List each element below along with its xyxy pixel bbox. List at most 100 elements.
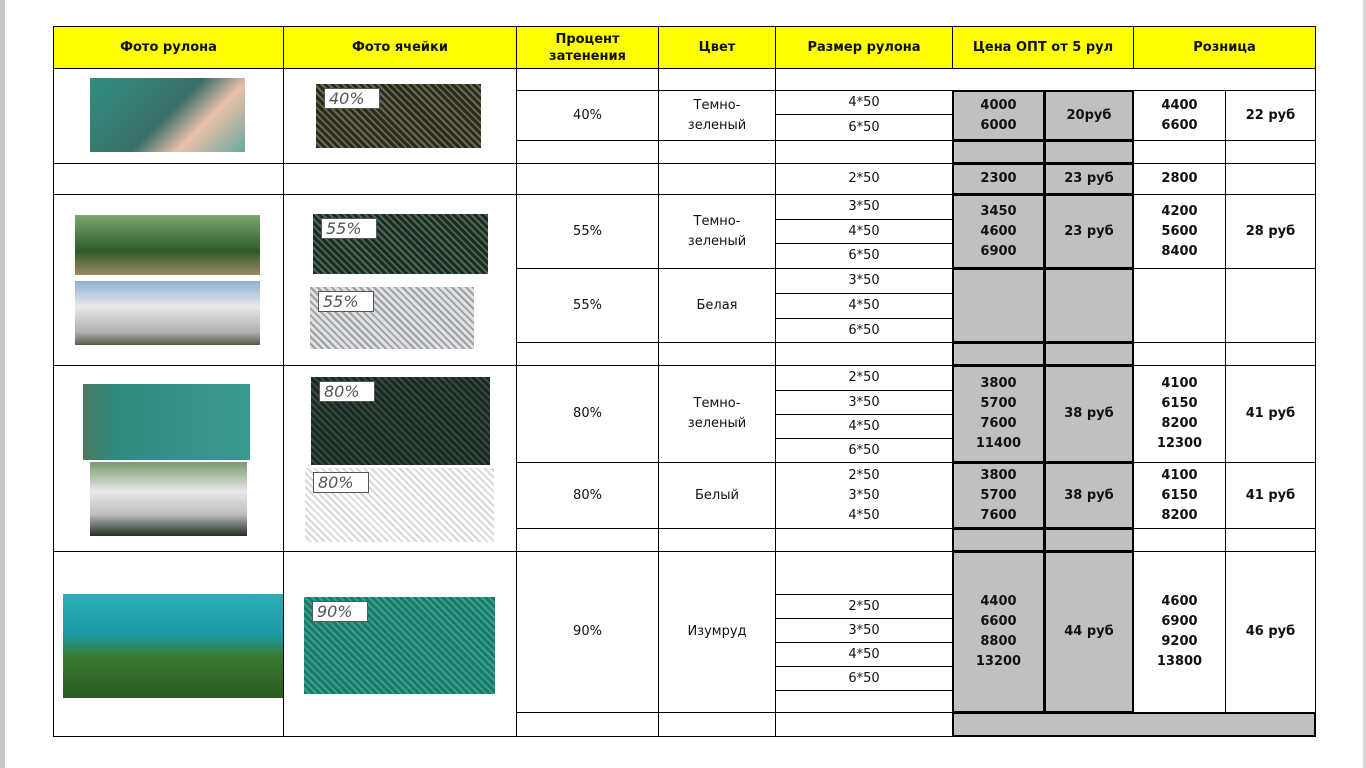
table-cell: Изумруд — [658, 551, 776, 713]
table-cell: 3800 5700 7600 — [952, 462, 1045, 529]
table-cell: 6*50 — [775, 438, 953, 463]
table-cell: 23 руб — [1044, 194, 1134, 269]
table-cell: 2*50 3*50 4*50 — [775, 462, 953, 529]
table-cell — [952, 528, 1045, 552]
column-header: Цвет — [658, 26, 776, 69]
roll-photo — [83, 384, 250, 460]
table-cell — [1133, 268, 1226, 343]
table-cell — [1225, 140, 1316, 164]
table-cell — [775, 68, 1316, 91]
table-cell: 22 руб — [1225, 90, 1316, 141]
roll-photo — [90, 78, 245, 152]
table-cell — [516, 68, 659, 91]
table-cell: 2*50 — [775, 163, 953, 195]
mesh-photo: 80% — [305, 468, 494, 542]
roll-photo — [63, 594, 283, 698]
table-cell — [658, 163, 776, 195]
roll-photo — [75, 281, 260, 345]
table-cell — [1225, 342, 1316, 366]
table-cell: 80% — [516, 365, 659, 463]
table-cell — [658, 528, 776, 552]
table-cell — [1044, 140, 1134, 164]
mesh-photo: 55% — [310, 287, 474, 349]
table-cell — [658, 140, 776, 164]
table-cell — [1133, 140, 1226, 164]
table-cell: 6*50 — [775, 318, 953, 343]
table-cell: 3*50 — [775, 268, 953, 294]
table-cell: 2*50 — [775, 594, 953, 619]
table-cell: 2800 — [1133, 163, 1226, 195]
table-cell: 90% — [516, 551, 659, 713]
table-cell — [516, 342, 659, 366]
table-cell: 55% — [516, 268, 659, 343]
table-cell — [1133, 342, 1226, 366]
table-cell — [516, 163, 659, 195]
table-cell: 4600 6900 9200 13800 — [1133, 551, 1226, 713]
table-cell: 6*50 — [775, 666, 953, 691]
table-cell — [658, 712, 776, 737]
table-cell: 40% — [516, 90, 659, 141]
column-header: Фото ячейки — [283, 26, 517, 69]
column-header: Размер рулона — [775, 26, 953, 69]
table-cell: 4*50 — [775, 219, 953, 244]
mesh-photo: 90% — [304, 597, 495, 694]
table-cell — [516, 528, 659, 552]
table-cell: Темно- зеленый — [658, 365, 776, 463]
table-cell: 46 руб — [1225, 551, 1316, 713]
mesh-photo: 40% — [316, 84, 481, 148]
mesh-percent-label: 55% — [321, 218, 377, 239]
table-cell — [952, 342, 1045, 366]
table-cell: Белая — [658, 268, 776, 343]
table-cell: 3*50 — [775, 390, 953, 415]
table-cell: 4*50 — [775, 90, 953, 115]
table-cell: 4100 6150 8200 12300 — [1133, 365, 1226, 463]
table-cell: 4200 5600 8400 — [1133, 194, 1226, 269]
table-cell: 2*50 — [775, 365, 953, 391]
mesh-percent-label: 40% — [324, 88, 380, 109]
table-cell — [952, 140, 1045, 164]
table-cell: 38 руб — [1044, 365, 1134, 463]
mesh-percent-label: 55% — [318, 291, 374, 312]
table-cell — [775, 712, 953, 737]
table-cell: 38 руб — [1044, 462, 1134, 529]
table-cell: 55% — [516, 194, 659, 269]
table-cell — [1044, 268, 1134, 343]
table-cell — [775, 342, 953, 366]
table-cell: 80% — [516, 462, 659, 529]
scrollbar[interactable] — [1363, 0, 1366, 768]
table-cell — [952, 712, 1316, 737]
table-cell — [1044, 528, 1134, 552]
table-cell — [775, 690, 953, 713]
table-cell: 3*50 — [775, 194, 953, 220]
column-header: Цена ОПТ от 5 рул — [952, 26, 1134, 69]
table-cell: 3800 5700 7600 11400 — [952, 365, 1045, 463]
table-cell — [658, 342, 776, 366]
table-cell: 4100 6150 8200 — [1133, 462, 1226, 529]
column-header: Розница — [1133, 26, 1316, 69]
table-cell: 6*50 — [775, 243, 953, 269]
mesh-photo: 80% — [311, 377, 490, 465]
table-cell: 2300 — [952, 163, 1045, 195]
table-cell: 4400 6600 8800 13200 — [952, 551, 1045, 713]
table-cell — [952, 268, 1045, 343]
column-header: Фото рулона — [53, 26, 284, 69]
mesh-percent-label: 80% — [313, 472, 369, 493]
table-cell — [1133, 528, 1226, 552]
table-cell — [1225, 268, 1316, 343]
table-cell — [516, 712, 659, 737]
table-cell — [658, 68, 776, 91]
table-cell — [775, 528, 953, 552]
table-cell: 23 руб — [1044, 163, 1134, 195]
table-cell: 6*50 — [775, 114, 953, 141]
table-cell: 4*50 — [775, 414, 953, 439]
table-cell: 28 руб — [1225, 194, 1316, 269]
mesh-photo: 55% — [313, 214, 488, 274]
table-cell — [1044, 342, 1134, 366]
table-cell: 3*50 — [775, 618, 953, 643]
roll-photo — [90, 462, 247, 536]
table-cell: 4*50 — [775, 642, 953, 667]
mesh-percent-label: 80% — [319, 381, 375, 402]
window-edge — [0, 0, 5, 768]
column-header: Процент затенения — [516, 26, 659, 69]
table-cell — [1225, 163, 1316, 195]
